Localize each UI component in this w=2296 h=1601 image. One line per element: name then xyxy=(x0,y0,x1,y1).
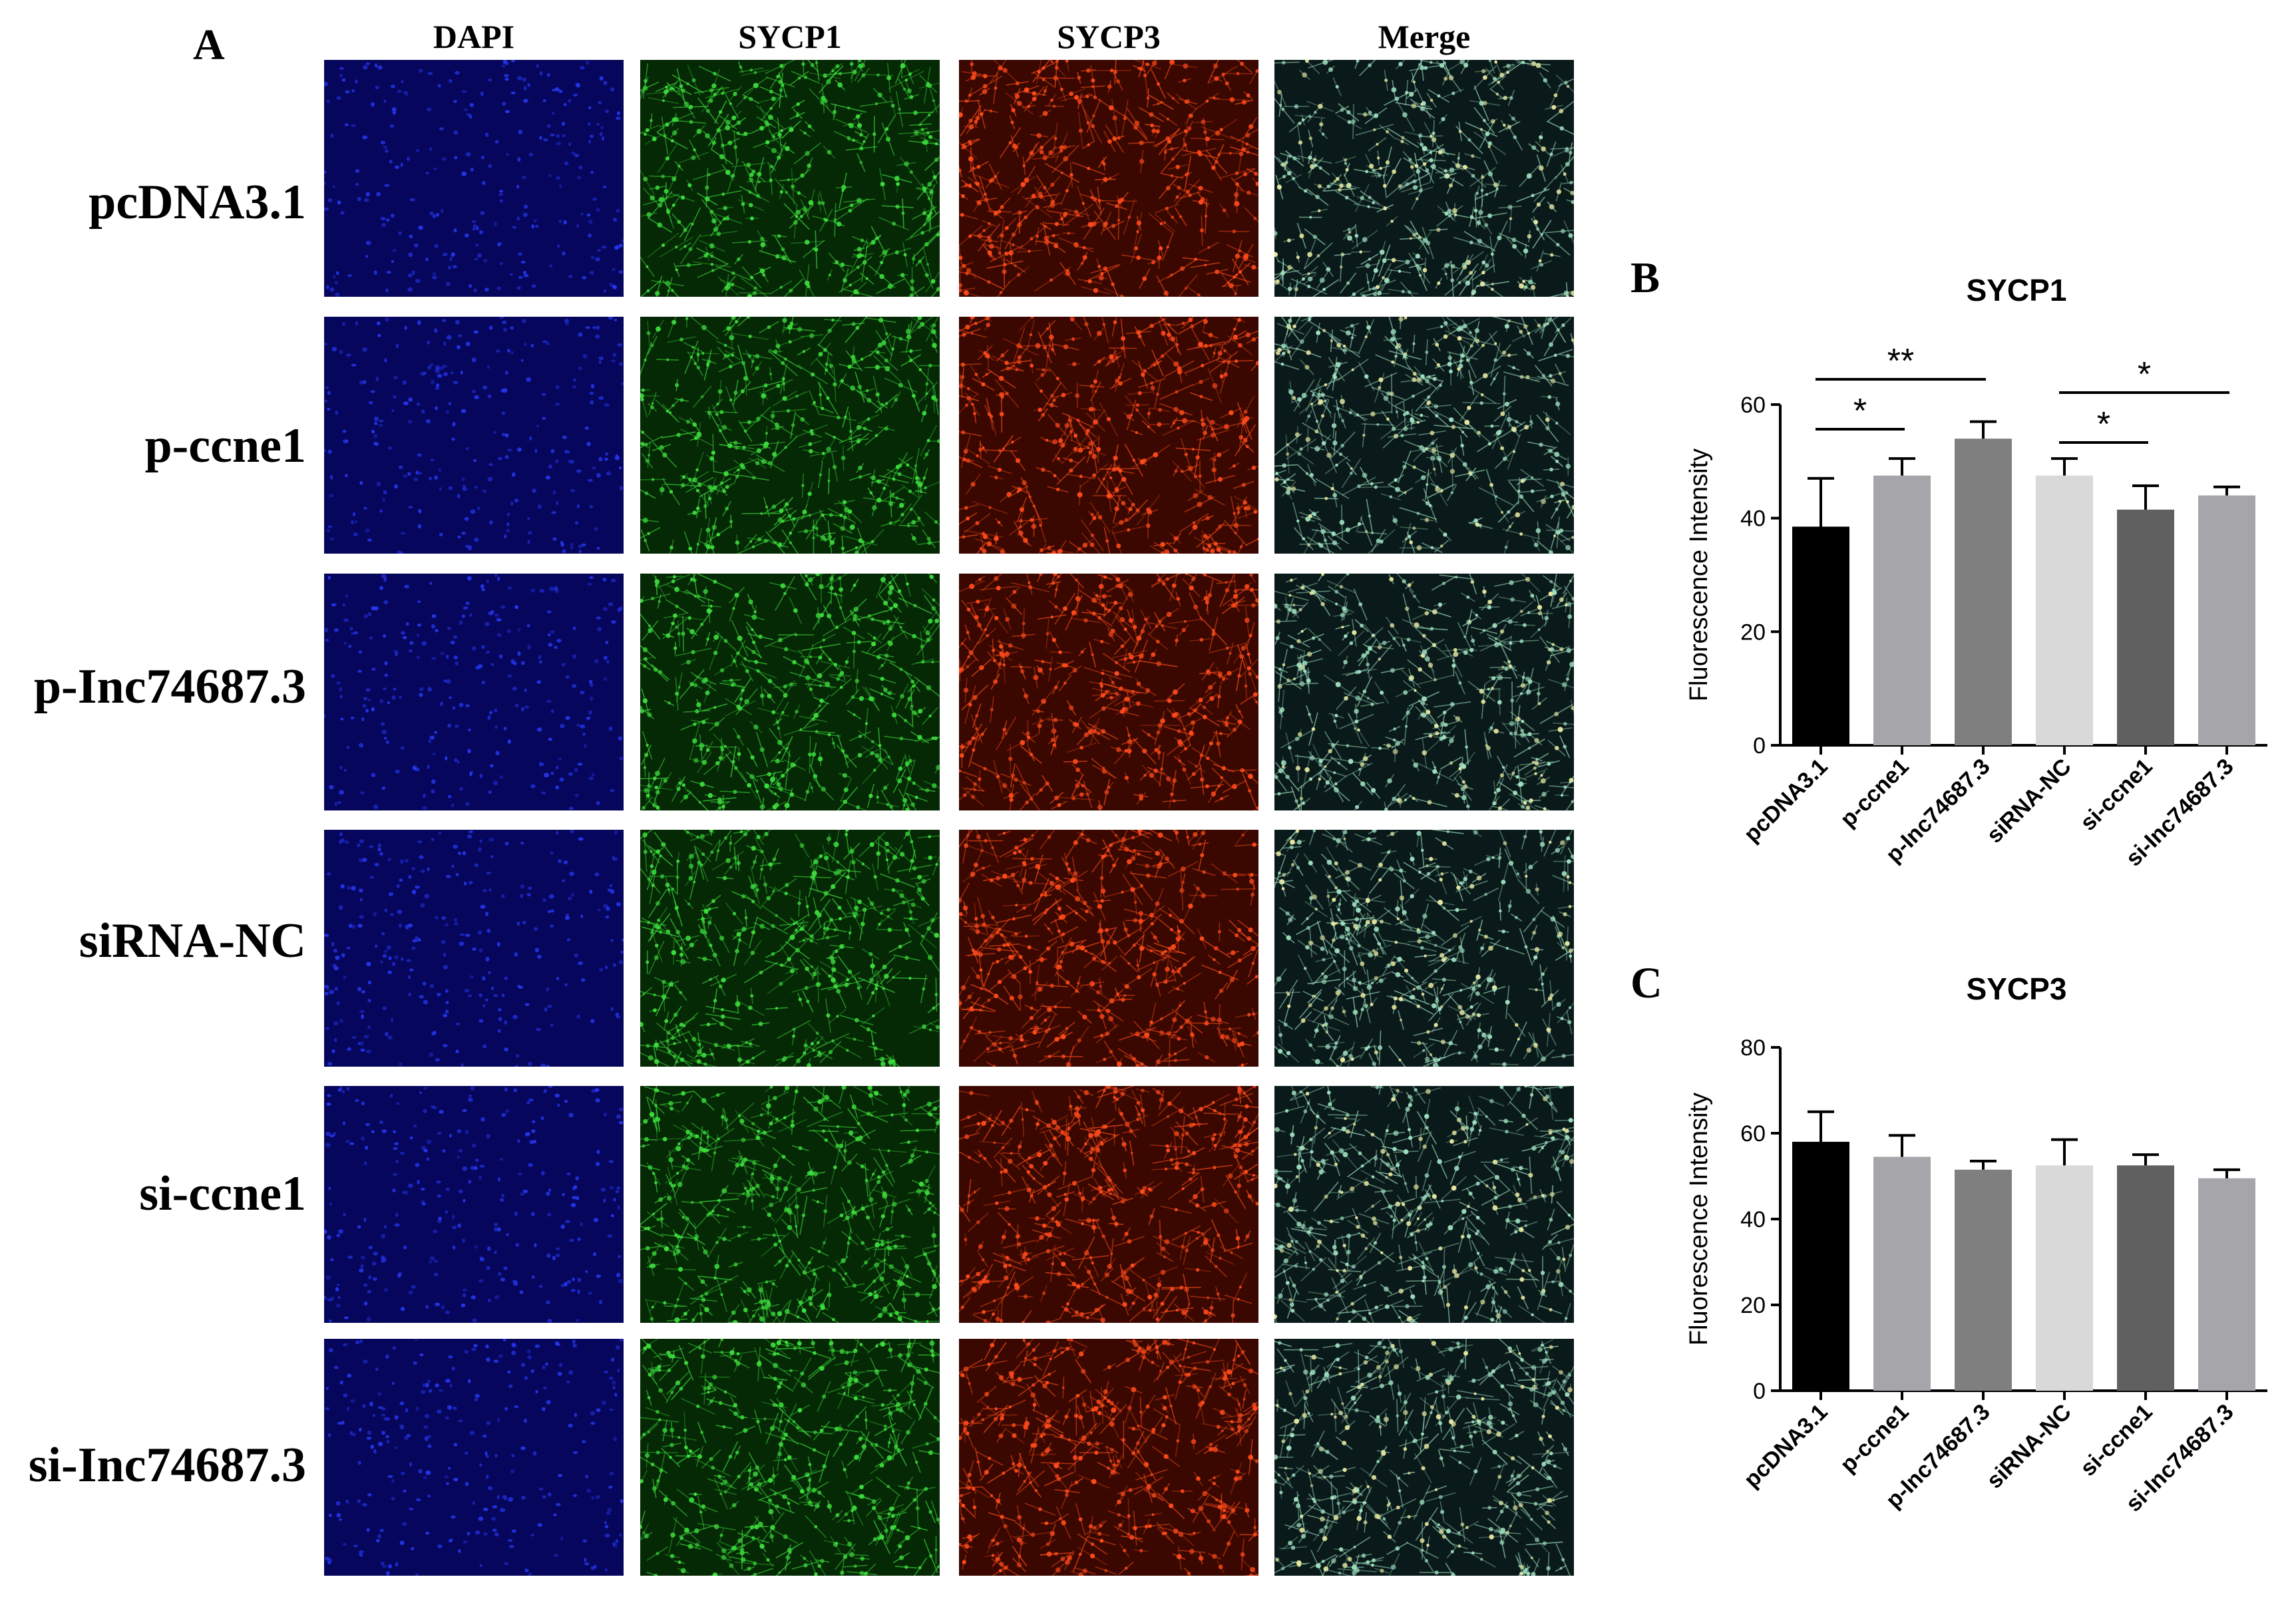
y-tick-label: 60 xyxy=(1740,393,1766,418)
micrograph-merge-pcdna3-1 xyxy=(1274,60,1574,297)
micrograph-sycp3-si-inc74687-3 xyxy=(959,1339,1258,1576)
row-label-pcdna31: pcDNA3.1 xyxy=(89,175,306,230)
chart-sycp3: SYCP3 Fluorescence Intensity 0 20 40 60 80 pcDN… xyxy=(1630,958,2296,1597)
row-label-si-inc74687-3: si-Inc74687.3 xyxy=(28,1438,306,1493)
panel-label-c: C xyxy=(1630,959,1662,1007)
micrograph-merge-si-ccne1 xyxy=(1274,1086,1574,1323)
micrograph-sycp3-p-ccne1 xyxy=(959,317,1258,554)
y-tick-label: 40 xyxy=(1740,506,1766,532)
micrograph-sycp3-pcdna3-1 xyxy=(959,60,1258,297)
micrograph-dapi-si-ccne1 xyxy=(324,1086,624,1323)
micrograph-sycp3-si-ccne1 xyxy=(959,1086,1258,1323)
y-tick-label: 40 xyxy=(1740,1207,1766,1232)
micrograph-dapi-si-inc74687-3 xyxy=(324,1339,624,1576)
y-axis-label: Fluorescence Intensity xyxy=(1685,448,1713,701)
significance-label: ** xyxy=(1887,342,1914,381)
panel-label-a: A xyxy=(193,21,225,69)
y-tick-label: 60 xyxy=(1740,1121,1766,1147)
bar-si-ccne1 xyxy=(2117,1165,2174,1391)
micrograph-merge-sirna-nc xyxy=(1274,830,1574,1067)
column-header-dapi: DAPI xyxy=(433,18,515,55)
bar-pcdna3-1 xyxy=(1792,526,1849,745)
y-axis-label: Fluorescence Intensity xyxy=(1685,1093,1713,1345)
significance-label: * xyxy=(1853,392,1867,431)
micrograph-sycp3-sirna-nc xyxy=(959,830,1258,1067)
micrograph-sycp1-p-ccne1 xyxy=(640,317,940,554)
micrograph-dapi-p-ccne1 xyxy=(324,317,624,554)
x-tick-label: pcDNA3.1 xyxy=(1739,754,1832,847)
significance-label: * xyxy=(2138,355,2151,394)
x-tick-label: siRNA-NC xyxy=(1982,754,2076,848)
row-label-p-inc74687-3: p-Inc74687.3 xyxy=(33,659,306,714)
micrograph-sycp1-pcdna3-1 xyxy=(640,60,940,297)
row-label-si-ccne1: si-ccne1 xyxy=(139,1166,306,1221)
micrograph-sycp1-si-inc74687-3 xyxy=(640,1339,940,1576)
column-header-merge: Merge xyxy=(1378,18,1471,55)
micrograph-sycp3-p-inc74687-3 xyxy=(959,574,1258,810)
x-tick-label: siRNA-NC xyxy=(1982,1399,2076,1494)
bar-p-ccne1 xyxy=(1873,475,1931,745)
chart-title: SYCP3 xyxy=(1967,972,2067,1006)
micrograph-sycp1-si-ccne1 xyxy=(640,1086,940,1323)
x-tick-label: si-ccne1 xyxy=(2076,1399,2158,1481)
panel-label-b: B xyxy=(1630,254,1660,302)
x-tick-label: pcDNA3.1 xyxy=(1739,1399,1832,1493)
chart-title: SYCP1 xyxy=(1967,273,2067,307)
y-tick-label: 0 xyxy=(1753,1379,1766,1404)
row-label-p-ccne1: p-ccne1 xyxy=(144,419,307,473)
x-tick-label: p-ccne1 xyxy=(1835,1399,1914,1478)
micrograph-merge-p-ccne1 xyxy=(1274,317,1574,554)
y-tick-label: 20 xyxy=(1740,620,1766,645)
column-header-sycp1: SYCP1 xyxy=(738,18,842,55)
micrograph-dapi-p-inc74687-3 xyxy=(324,574,624,810)
bar-sirna-nc xyxy=(2036,1165,2093,1391)
bar-pcdna3-1 xyxy=(1792,1141,1849,1391)
bar-p-ccne1 xyxy=(1873,1156,1931,1391)
bar-sirna-nc xyxy=(2036,475,2093,745)
x-tick-label: p-ccne1 xyxy=(1835,754,1914,832)
row-label-sirna-nc: siRNA-NC xyxy=(79,914,306,968)
bar-si-inc74687-3 xyxy=(2198,1178,2255,1391)
y-tick-label: 20 xyxy=(1740,1293,1766,1318)
column-header-sycp3: SYCP3 xyxy=(1057,18,1161,55)
bar-si-ccne1 xyxy=(2117,509,2174,745)
micrograph-dapi-sirna-nc xyxy=(324,830,624,1067)
micrograph-sycp1-p-inc74687-3 xyxy=(640,574,940,810)
micrograph-merge-si-inc74687-3 xyxy=(1274,1339,1574,1576)
micrograph-dapi-pcdna3-1 xyxy=(324,60,624,297)
bar-p-inc74687-3 xyxy=(1955,439,2012,745)
y-tick-label: 0 xyxy=(1753,733,1766,759)
bar-p-inc74687-3 xyxy=(1955,1169,2012,1391)
micrograph-merge-p-inc74687-3 xyxy=(1274,574,1574,810)
x-tick-label: si-ccne1 xyxy=(2076,754,2158,836)
significance-label: * xyxy=(2097,405,2110,444)
bar-si-inc74687-3 xyxy=(2198,495,2255,745)
micrograph-sycp1-sirna-nc xyxy=(640,830,940,1067)
y-tick-label: 80 xyxy=(1740,1035,1766,1061)
chart-sycp1: SYCP1 Fluorescence Intensity 0 20 40 60 pcDNA3… xyxy=(1630,253,2296,918)
chart-sycp3-svg: SYCP3 Fluorescence Intensity 0 20 40 60 80 pcDN… xyxy=(1685,972,2267,1516)
chart-sycp1-svg: SYCP1 Fluorescence Intensity 0 20 40 60 pcDNA3… xyxy=(1685,273,2267,871)
